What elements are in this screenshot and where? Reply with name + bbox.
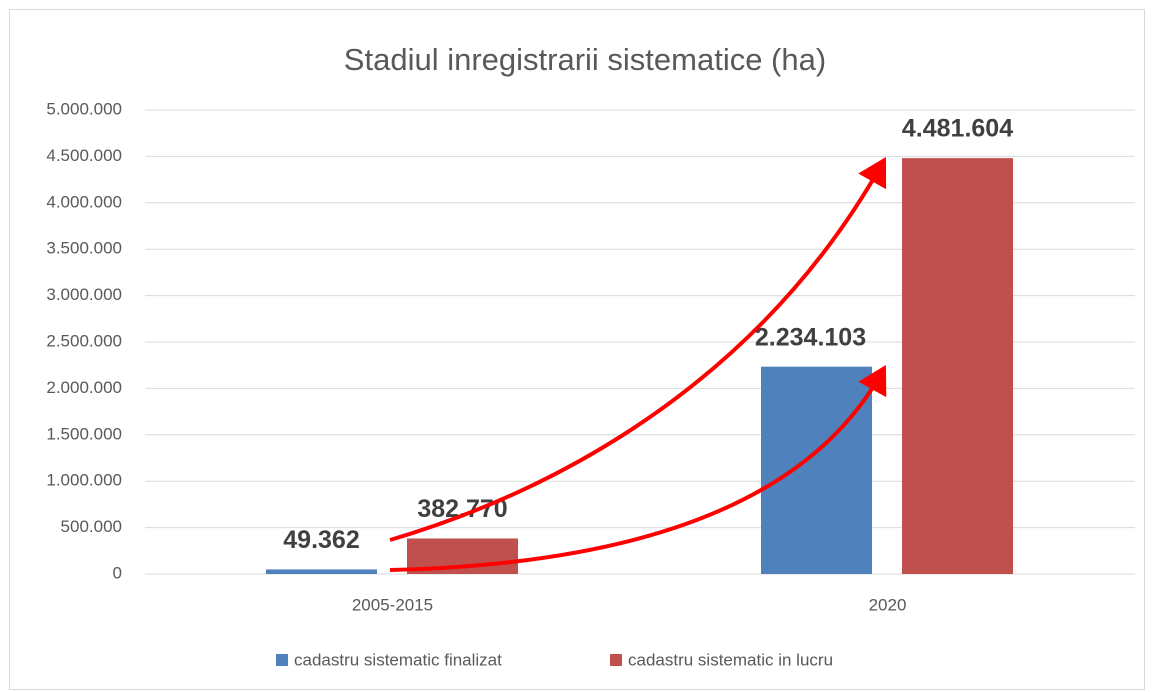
annotation-arrows xyxy=(389,157,887,572)
y-tick-label: 4.000.000 xyxy=(46,192,122,211)
plot-area: 0 500.000 1.000.000 1.500.000 2.000.000 2.500… xyxy=(46,99,1135,614)
y-tick-label: 3.500.000 xyxy=(46,239,122,258)
data-label: 382.770 xyxy=(417,495,507,523)
data-label: 4.481.604 xyxy=(902,115,1013,143)
arrow xyxy=(389,157,887,542)
y-tick-label: 1.500.000 xyxy=(46,424,122,443)
legend-label: cadastru sistematic in lucru xyxy=(628,650,833,669)
chart-title: Stadiul inregistrarii sistematice (ha) xyxy=(344,42,826,77)
y-tick-label: 3.000.000 xyxy=(46,285,122,304)
x-tick-label: 2005-2015 xyxy=(352,595,433,614)
bar xyxy=(266,569,377,574)
y-tick-label: 0 xyxy=(113,563,122,582)
y-tick-label: 2.000.000 xyxy=(46,378,122,397)
bar xyxy=(761,366,872,574)
legend-swatch xyxy=(276,654,288,666)
bar xyxy=(902,158,1013,574)
data-label: 2.234.103 xyxy=(755,323,866,351)
y-tick-label: 5.000.000 xyxy=(46,99,122,118)
data-label: 49.362 xyxy=(283,526,359,554)
arrow xyxy=(389,365,887,572)
legend-swatch xyxy=(610,654,622,666)
y-tick-label: 500.000 xyxy=(61,517,122,536)
x-tick-label: 2020 xyxy=(869,595,907,614)
y-tick-label: 1.000.000 xyxy=(46,471,122,490)
y-tick-label: 4.500.000 xyxy=(46,146,122,165)
legend-label: cadastru sistematic finalizat xyxy=(294,650,502,669)
y-tick-label: 2.500.000 xyxy=(46,331,122,350)
